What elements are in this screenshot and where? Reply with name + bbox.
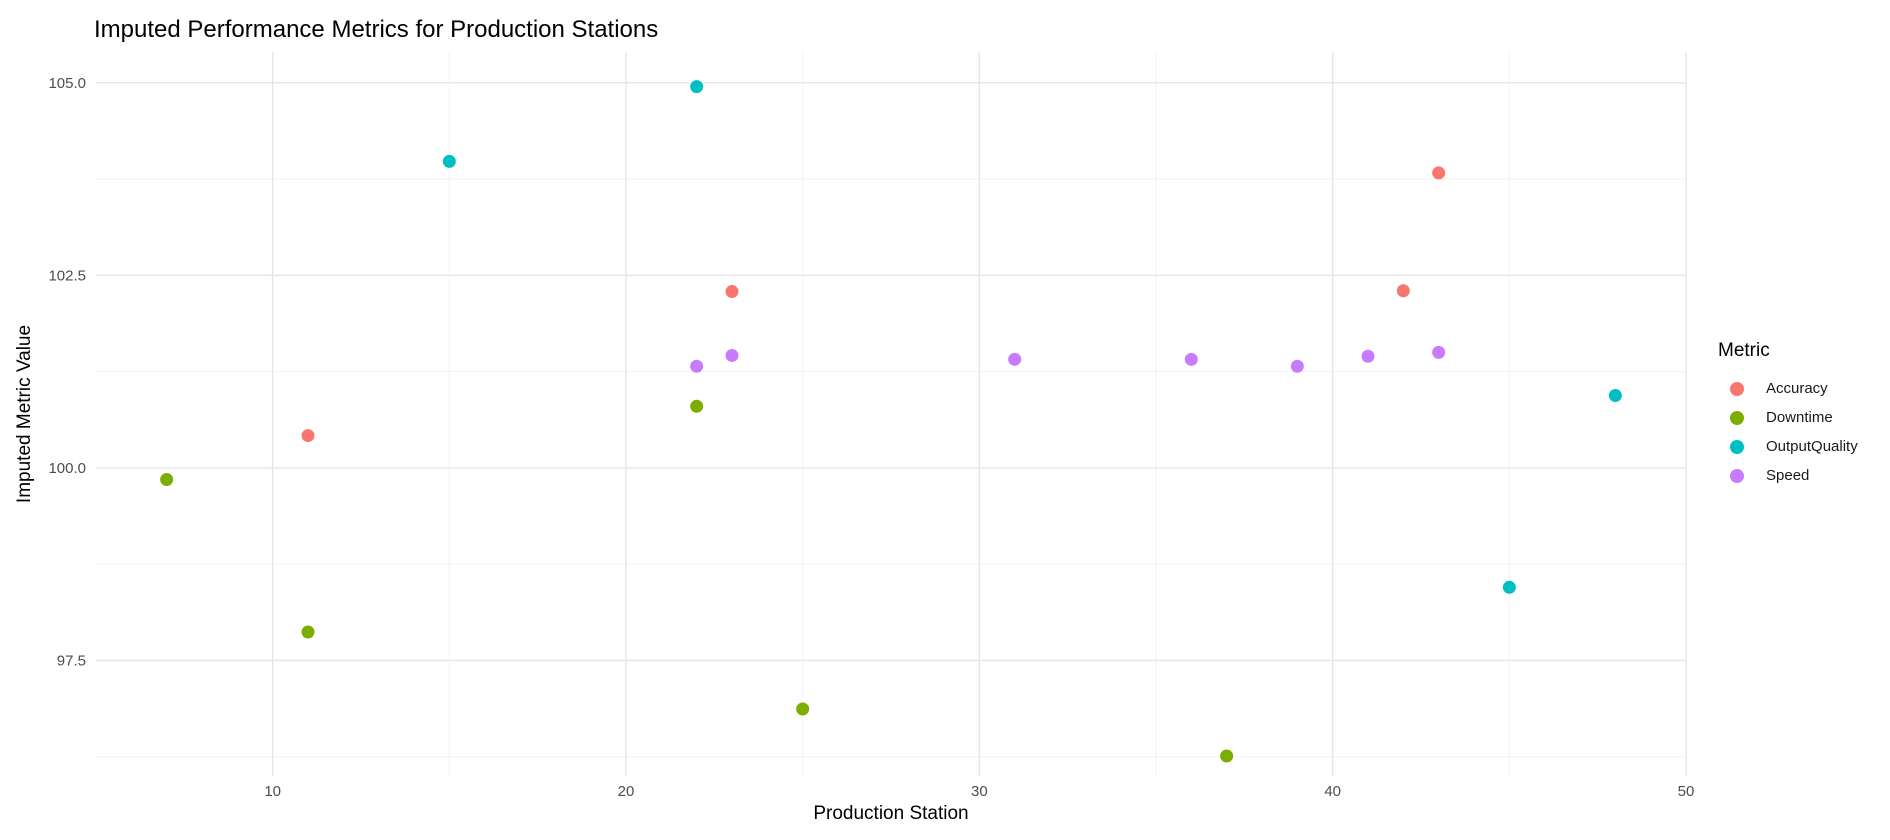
point-speed — [690, 359, 704, 373]
legend-item-downtime: Downtime — [1718, 403, 1858, 432]
y-tick-label: 102.5 — [48, 267, 86, 284]
x-tick-label: 20 — [618, 783, 635, 800]
y-tick-label: 97.5 — [57, 652, 86, 669]
y-axis-title: Imputed Metric Value — [14, 325, 35, 503]
point-speed — [1008, 352, 1022, 366]
legend: Metric Accuracy Downtime OutputQuality Spee… — [1718, 340, 1858, 490]
y-tick-label: 105.0 — [48, 75, 86, 92]
point-downtime — [690, 399, 704, 413]
legend-items: Accuracy Downtime OutputQuality Speed — [1718, 374, 1858, 490]
x-axis-title: Production Station — [813, 803, 968, 824]
point-speed — [1184, 352, 1198, 366]
x-axis-ticks: 10 20 30 40 50 — [264, 783, 1694, 800]
chart-title: Imputed Performance Metrics for Producti… — [94, 16, 659, 43]
point-outputquality — [690, 80, 704, 94]
legend-title: Metric — [1718, 340, 1770, 361]
x-tick-label: 40 — [1324, 783, 1341, 800]
data-points — [160, 80, 1622, 763]
point-speed — [1361, 349, 1375, 363]
y-tick-label: 100.0 — [48, 460, 86, 477]
point-accuracy — [725, 285, 739, 299]
legend-item-speed: Speed — [1718, 461, 1858, 490]
point-accuracy — [1396, 284, 1410, 298]
legend-label: Downtime — [1766, 409, 1833, 426]
point-speed — [725, 348, 739, 362]
x-tick-label: 30 — [971, 783, 988, 800]
grid-lines — [96, 52, 1687, 776]
point-accuracy — [301, 429, 315, 443]
point-speed — [1290, 359, 1304, 373]
point-downtime — [1220, 749, 1234, 763]
legend-key — [1730, 439, 1744, 454]
legend-key — [1730, 381, 1744, 396]
point-downtime — [160, 472, 174, 486]
legend-key — [1730, 410, 1744, 425]
y-axis-ticks: 97.5 100.0 102.5 105.0 — [48, 75, 86, 670]
point-speed — [1432, 345, 1446, 359]
legend-label: OutputQuality — [1766, 438, 1858, 455]
point-outputquality — [1502, 580, 1516, 594]
point-outputquality — [442, 154, 456, 168]
point-downtime — [796, 702, 810, 716]
legend-label: Accuracy — [1766, 380, 1828, 397]
point-downtime — [301, 625, 315, 639]
point-accuracy — [1432, 166, 1446, 180]
legend-item-outputquality: OutputQuality — [1718, 432, 1858, 461]
x-tick-label: 10 — [264, 783, 281, 800]
point-outputquality — [1608, 389, 1622, 403]
x-tick-label: 50 — [1678, 783, 1695, 800]
legend-item-accuracy: Accuracy — [1718, 374, 1858, 403]
legend-label: Speed — [1766, 467, 1810, 484]
legend-key — [1730, 468, 1744, 483]
